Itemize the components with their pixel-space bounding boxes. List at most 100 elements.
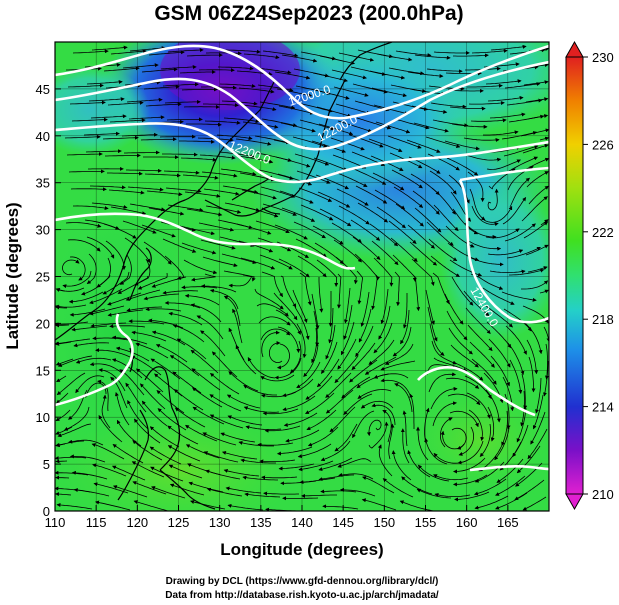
streamline (506, 246, 541, 259)
streamline (243, 53, 280, 60)
streamline (433, 204, 459, 232)
streamline (209, 414, 244, 429)
streamline (176, 338, 207, 360)
streamline (204, 120, 241, 125)
streamline (373, 257, 394, 287)
streamline (451, 123, 488, 129)
streamline (162, 290, 199, 295)
streamline (237, 155, 274, 164)
streamline (504, 223, 536, 242)
streamline (255, 220, 290, 234)
streamline (358, 308, 372, 343)
streamline (319, 208, 352, 227)
streamline (470, 273, 504, 290)
streamline (432, 272, 450, 305)
streamline (227, 503, 264, 511)
streamline (262, 408, 299, 416)
streamline (141, 224, 176, 238)
streamline (103, 66, 140, 72)
streamline (448, 174, 470, 204)
streamline (280, 275, 297, 308)
x-axis-label: Longitude (degrees) (220, 540, 383, 559)
y-tick-label: 15 (36, 363, 50, 378)
streamline (167, 204, 204, 212)
streamline (279, 190, 314, 204)
streamline (199, 154, 236, 160)
streamline (316, 259, 339, 287)
streamline (325, 324, 336, 360)
streamline (369, 70, 406, 80)
streamline (483, 130, 519, 136)
streamline (314, 89, 350, 100)
streamline (183, 259, 218, 275)
streamline (144, 173, 181, 178)
streamline (247, 357, 276, 379)
streamline (98, 368, 126, 392)
streamline (447, 393, 481, 406)
streamline (105, 240, 126, 271)
streamline (299, 477, 336, 485)
streamline (487, 406, 495, 442)
streamline (388, 67, 425, 76)
streamline (75, 357, 112, 364)
streamline (474, 495, 509, 510)
streamline (467, 171, 485, 203)
streamline (220, 168, 257, 176)
streamline (349, 134, 384, 148)
streamline (162, 82, 199, 87)
streamline (368, 421, 389, 449)
y-tick-label: 5 (43, 457, 50, 472)
streamline (433, 474, 469, 481)
streamline (433, 357, 468, 372)
streamline (338, 205, 370, 225)
streamline (64, 134, 101, 139)
streamline (257, 84, 294, 92)
streamline (119, 254, 132, 285)
streamline (240, 458, 276, 464)
streamline (160, 65, 197, 70)
streamline (219, 83, 256, 88)
streamline (325, 389, 354, 414)
streamline (295, 238, 327, 258)
streamline (283, 412, 318, 427)
streamline (395, 50, 432, 58)
streamline (258, 169, 294, 180)
streamline (452, 361, 484, 381)
streamline (124, 237, 151, 263)
streamline (485, 389, 501, 423)
streamline (149, 426, 180, 448)
streamline (297, 255, 327, 278)
streamline (482, 287, 515, 305)
streamline (539, 289, 549, 294)
streamline (362, 476, 395, 494)
streamline (241, 189, 277, 200)
x-tick-label: 150 (373, 515, 395, 530)
height-contours (55, 44, 549, 472)
streamline (223, 117, 260, 124)
streamline (86, 236, 115, 259)
streamline (69, 256, 86, 281)
streamline (151, 276, 187, 288)
streamline (414, 54, 451, 60)
streamline (259, 459, 296, 464)
streamline (57, 423, 92, 438)
streamline (334, 423, 358, 452)
streamline (463, 137, 500, 143)
streamline (235, 344, 257, 375)
streamline (243, 406, 280, 413)
streamline (200, 239, 236, 250)
streamline (141, 67, 178, 73)
streamline (449, 106, 486, 111)
x-tick-label: 165 (497, 515, 519, 530)
streamline (526, 339, 539, 375)
streamline (225, 49, 261, 54)
streamline (413, 122, 449, 133)
streamline (105, 153, 141, 158)
streamline (430, 102, 467, 109)
colorbar: 210 214 218 222 226 230 (565, 40, 614, 511)
streamline (278, 105, 315, 115)
streamline (134, 418, 161, 444)
streamline (151, 486, 186, 499)
streamline (166, 117, 203, 122)
streamline (521, 280, 549, 290)
